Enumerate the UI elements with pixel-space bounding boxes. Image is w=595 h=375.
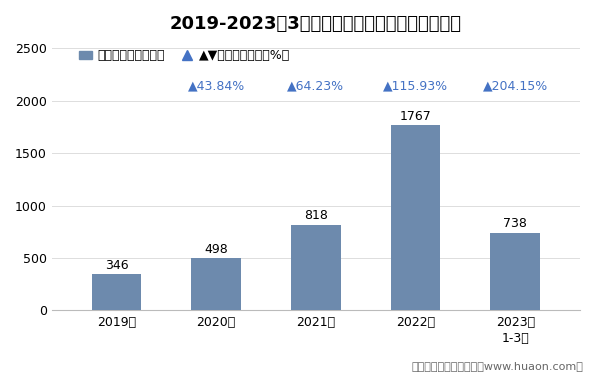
Bar	[391, 125, 440, 310]
Legend: 期权成交量（万手）, ▲▼累计同比增长（%）: 期权成交量（万手）, ▲▼累计同比增长（%）	[79, 50, 290, 63]
Text: ▲43.84%: ▲43.84%	[187, 80, 245, 93]
Text: 制图：华经产业研究院（www.huaon.com）: 制图：华经产业研究院（www.huaon.com）	[411, 361, 583, 371]
Text: 1767: 1767	[400, 110, 431, 123]
Text: 818: 818	[304, 209, 328, 222]
Bar	[92, 274, 142, 310]
Bar	[291, 225, 341, 310]
Text: 738: 738	[503, 217, 527, 231]
Title: 2019-2023年3月郑州商品交易所棉花期权成交量: 2019-2023年3月郑州商品交易所棉花期权成交量	[170, 15, 462, 33]
Text: ▲64.23%: ▲64.23%	[287, 80, 345, 93]
Text: 498: 498	[204, 243, 228, 256]
Text: ▲204.15%: ▲204.15%	[483, 80, 548, 93]
Bar	[490, 233, 540, 310]
Bar	[191, 258, 241, 310]
Text: 346: 346	[105, 259, 129, 272]
Text: ▲115.93%: ▲115.93%	[383, 80, 448, 93]
